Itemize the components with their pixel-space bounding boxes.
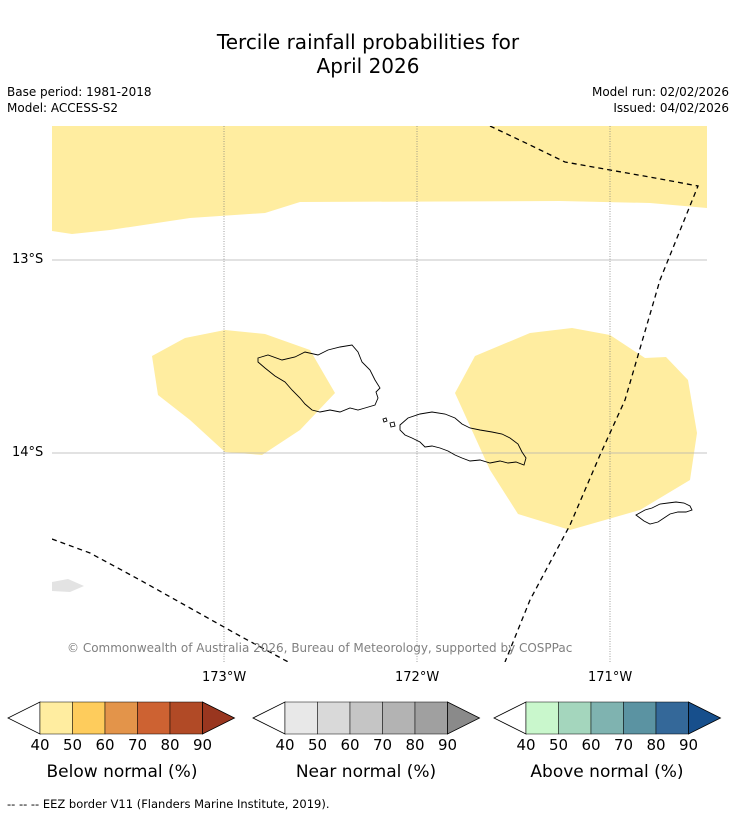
colorbar-tick-label: 60 — [581, 736, 601, 754]
lon-label-172w: 172°W — [395, 670, 440, 685]
colorbar-tick-label: 90 — [678, 736, 699, 754]
colorbar-2 — [493, 701, 722, 735]
colorbar-segment — [655, 701, 689, 735]
tutuila-island — [635, 501, 693, 525]
colorbar-segment — [104, 701, 138, 735]
shading-near-normal-patch — [52, 579, 84, 592]
colorbar-1 — [252, 701, 481, 735]
colorbar-tick-label: 60 — [340, 736, 360, 754]
colorbar-tick-label: 50 — [548, 736, 569, 754]
shading-north-band — [52, 126, 707, 234]
model-run: Model run: 02/02/2026 — [591, 85, 729, 99]
colorbar-segment — [284, 701, 318, 735]
meridians — [223, 126, 611, 662]
shading-upolu — [455, 328, 697, 530]
colorbar-title: Below normal (%) — [46, 762, 198, 782]
colorbar-tick-label: 50 — [62, 736, 83, 754]
lon-label-173w: 173°W — [202, 670, 247, 685]
issued-date: Issued: 04/02/2026 — [613, 101, 729, 115]
colorbar-tick-label: 70 — [613, 736, 634, 754]
colorbar-segment — [414, 701, 448, 735]
colorbar-segment — [72, 701, 106, 735]
colorbars — [7, 701, 722, 735]
colorbar-segment — [349, 701, 383, 735]
colorbar-tick-label: 40 — [516, 736, 536, 754]
map-title: Tercile rainfall probabilities for April… — [0, 30, 736, 78]
lat-label-14s: 14°S — [12, 445, 44, 460]
colorbar-segment — [39, 701, 73, 735]
colorbar-under-triangle — [252, 701, 286, 735]
title-line-1: Tercile rainfall probabilities for — [216, 30, 520, 54]
colorbar-0 — [7, 701, 236, 735]
colorbar-segment — [317, 701, 351, 735]
colorbar-over-triangle — [688, 701, 722, 735]
colorbar-segment — [169, 701, 203, 735]
colorbar-tick-label: 80 — [646, 736, 666, 754]
apolima-islet — [382, 417, 388, 423]
eez-legend-footer: -- -- -- EEZ border V11 (Flanders Marine… — [7, 797, 330, 811]
colorbar-tick-label: 90 — [192, 736, 213, 754]
colorbar-title: Near normal (%) — [295, 762, 437, 782]
manono-islet — [389, 421, 396, 428]
colorbar-tick-label: 40 — [30, 736, 50, 754]
colorbar-segment — [382, 701, 416, 735]
colorbar-segment — [137, 701, 171, 735]
meta-left: Base period: 1981-2018 Model: ACCESS-S2 — [7, 84, 152, 116]
land-outlines — [257, 344, 693, 525]
eez-line-north — [489, 126, 699, 662]
colorbar-segment — [525, 701, 559, 735]
colorbar-title: Above normal (%) — [530, 762, 684, 782]
lat-label-13s: 13°S — [12, 252, 44, 267]
colorbar-tick-label: 60 — [95, 736, 115, 754]
upolu-island — [399, 411, 527, 466]
colorbar-tick-label: 90 — [437, 736, 458, 754]
title-line-2: April 2026 — [316, 54, 420, 78]
shading-savaii — [152, 330, 335, 455]
colorbar-tick-label: 80 — [405, 736, 425, 754]
map-area — [52, 126, 707, 662]
colorbar-tick-label: 70 — [372, 736, 393, 754]
colorbar-over-triangle — [202, 701, 236, 735]
eez-borders — [52, 126, 699, 662]
copyright-notice: © Commonwealth of Australia 2026, Bureau… — [67, 641, 573, 655]
colorbar-segment — [558, 701, 592, 735]
colorbar-over-triangle — [447, 701, 481, 735]
lon-label-171w: 171°W — [588, 670, 633, 685]
meta-right: Model run: 02/02/2026 Issued: 04/02/2026 — [592, 84, 729, 116]
savaii-island — [257, 344, 381, 413]
colorbar-segment — [623, 701, 657, 735]
model-name: Model: ACCESS-S2 — [7, 101, 119, 115]
colorbar-tick-label: 80 — [160, 736, 180, 754]
base-period: Base period: 1981-2018 — [7, 85, 152, 99]
colorbar-under-triangle — [493, 701, 527, 735]
colorbar-tick-label: 70 — [127, 736, 148, 754]
colorbar-segment — [590, 701, 624, 735]
colorbar-tick-label: 50 — [307, 736, 328, 754]
gridlines — [52, 259, 707, 454]
colorbar-under-triangle — [7, 701, 41, 735]
colorbar-tick-label: 40 — [275, 736, 295, 754]
